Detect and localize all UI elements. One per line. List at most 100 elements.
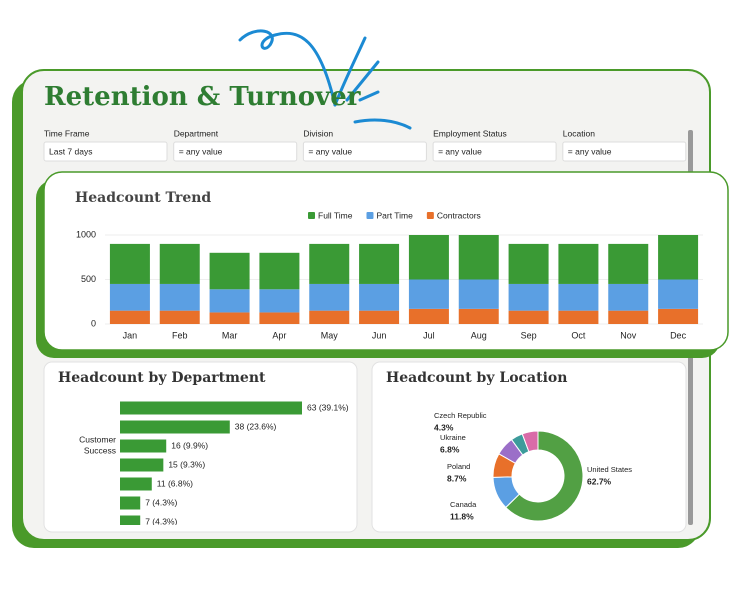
donut-slice [521,430,539,453]
slice-label: Ukraine [440,433,466,442]
bar [120,458,164,472]
bar-segment [408,279,449,309]
bar-segment [608,310,649,324]
value-label: 11 (6.8%) [157,478,193,488]
slice-value: 6.8% [440,444,460,454]
bar-segment [109,283,150,311]
bar-segment [608,243,649,284]
bar-segment [508,283,549,311]
bar [120,515,141,525]
filter-label: Location [563,128,595,138]
x-tick-label: Oct [571,330,586,340]
bar-segment [458,279,499,309]
bar-segment [109,310,150,324]
x-tick-label: Dec [670,330,687,340]
x-tick-label: Aug [471,330,487,340]
bar-segment [359,243,400,284]
value-label: 7 (4.3%) [145,516,177,526]
x-tick-label: Jul [423,330,435,340]
x-tick-label: Jun [372,330,387,340]
filter-input[interactable] [43,141,168,162]
legend-swatch [366,212,374,219]
y-tick-label: 1000 [76,229,96,239]
slice-value: 11.8% [450,511,474,521]
slice-value: 62.7% [587,476,612,486]
bar-segment [259,312,300,324]
filter-label: Time Frame [44,128,90,138]
x-tick-label: May [321,330,339,340]
bar-segment [608,283,649,311]
scribble [238,29,412,130]
bar [120,439,167,453]
bar-segment [209,312,250,324]
value-label: 15 (9.3%) [168,459,205,469]
y-tick-label: 500 [81,274,96,284]
legend-label: Part Time [376,210,413,220]
filter-label: Division [303,128,333,138]
bar-segment [309,310,350,324]
bar-segment [558,283,599,311]
bar-segment [558,243,599,284]
value-label: 63 (39.1%) [307,402,349,412]
category-line: Success [84,446,116,456]
bar [120,401,302,415]
bar-segment [458,235,499,280]
filter-input[interactable] [432,141,557,162]
bar-segment [408,308,449,324]
value-label: 38 (23.6%) [235,421,277,431]
bar-segment [658,308,699,324]
x-tick-label: Nov [620,330,637,340]
slice-label: Canada [450,500,477,509]
bar-segment [159,310,200,324]
x-tick-label: Sep [521,330,537,340]
legend-swatch [308,212,315,219]
bar-segment [359,283,400,311]
slice-label: Poland [447,462,470,471]
x-tick-label: Mar [222,330,238,340]
bar-segment [159,243,200,284]
slice-label: United States [587,465,632,474]
bar [120,477,152,491]
page-title: Retention & Turnover [44,82,361,112]
donut-slice [505,430,584,522]
filter-label: Employment Status [433,128,507,138]
filter-value: = any value [568,146,612,156]
bar-segment [359,310,400,324]
bar-segment [209,289,250,313]
category-label: Customer Success [79,435,116,456]
bar [120,420,230,434]
filter-value: = any value [308,146,352,156]
filter-input[interactable] [302,141,427,162]
bar-segment [159,283,200,311]
bar-segment [658,235,699,280]
chart-title: Headcount by Department [58,370,266,386]
chart-title: Headcount Trend [75,190,211,206]
x-tick-label: Apr [272,330,286,340]
bar-segment [309,283,350,311]
legend-swatch [426,212,434,219]
bar-segment [408,235,449,280]
filter-value: = any value [179,146,223,156]
chart-title: Headcount by Location [386,370,567,386]
filter-value: Last 7 days [49,146,92,156]
bar-segment [558,310,599,324]
filter-value: = any value [438,146,482,156]
bar-segment [259,289,300,313]
y-tick-label: 0 [91,318,96,328]
bar-segment [209,252,250,290]
filter-input[interactable] [562,141,687,162]
bar [120,496,141,510]
bar-segment [458,308,499,324]
bar-segment [658,279,699,309]
category-line: Customer [79,435,116,445]
filter-label: Department [174,128,219,138]
bar-segment [508,243,549,284]
slice-label: Czech Republic [434,411,487,420]
value-label: 16 (9.9%) [171,440,208,450]
x-tick-label: Feb [172,330,188,340]
filter-input[interactable] [173,141,298,162]
slice-value: 4.3% [434,422,454,432]
legend-label: Contractors [437,210,481,220]
